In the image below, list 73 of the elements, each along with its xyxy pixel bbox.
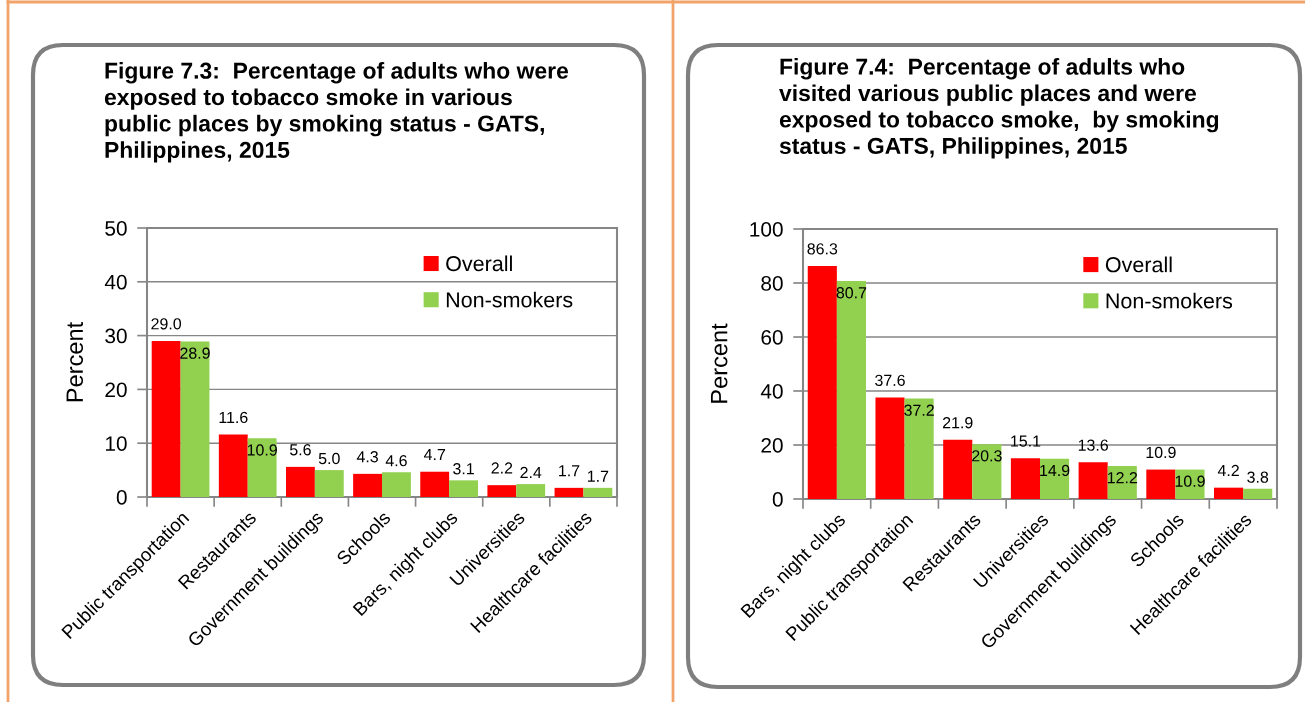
y-axis-title: Percent: [710, 323, 728, 403]
data-label: 10.9: [1175, 475, 1205, 487]
bar: [151, 340, 181, 497]
bar: [1214, 487, 1244, 499]
y-tick-label: 0: [116, 490, 127, 505]
data-label: 2.4: [520, 466, 542, 478]
legend-label: Overall: [446, 255, 512, 272]
bar: [943, 439, 973, 499]
bar: [972, 444, 1002, 499]
data-label: 1.7: [559, 465, 580, 477]
data-label: 37.2: [904, 404, 934, 416]
data-label: 3.1: [453, 463, 474, 475]
data-label: 15.1: [1011, 435, 1041, 447]
data-label: 29.0: [151, 318, 182, 330]
y-tick-label: 80: [761, 276, 783, 291]
y-tick-label: 40: [760, 384, 783, 399]
data-label: 2.2: [491, 462, 513, 474]
bar: [583, 487, 613, 497]
bar: [382, 472, 411, 497]
data-label: 4.7: [423, 449, 446, 461]
chart-title: Figure 7.4: Percentage of adults who visited various public places and were exposed to tobacco smoke, by smoking status - GATS, Philippines, 2015: [779, 58, 1219, 159]
bar: [875, 397, 905, 499]
bar: [807, 265, 837, 499]
legend-label: Non-smokers: [1106, 292, 1233, 309]
data-label: 4.3: [356, 451, 378, 463]
data-label: 4.2: [1217, 464, 1239, 477]
bar: [904, 398, 934, 499]
bar: [487, 485, 517, 497]
bar: [1146, 469, 1176, 499]
data-label: 13.6: [1078, 439, 1108, 451]
data-label: 5.6: [289, 444, 311, 456]
bar: [554, 487, 584, 497]
bar: [314, 470, 344, 497]
y-tick-label: 50: [105, 221, 127, 236]
bar: [1010, 458, 1040, 499]
y-tick-label: 20: [761, 438, 783, 453]
bar: [353, 473, 382, 497]
bar: [1078, 462, 1108, 499]
data-label: 37.6: [875, 374, 905, 386]
y-tick-label: 10: [105, 436, 127, 451]
bar: [516, 484, 546, 497]
y-axis-title: Percent: [66, 321, 84, 402]
data-label: 10.9: [247, 444, 277, 456]
y-tick-label: 100: [750, 222, 783, 237]
bar: [180, 341, 210, 497]
y-tick-label: 60: [761, 330, 783, 345]
data-label: 5.0: [318, 452, 340, 465]
bar: [836, 281, 866, 499]
bar: [247, 438, 277, 497]
data-label: 1.7: [587, 470, 609, 482]
bar: [449, 480, 479, 497]
bar: [1175, 469, 1205, 499]
data-label: 3.8: [1247, 471, 1269, 483]
data-label: 28.9: [180, 347, 210, 359]
data-label: 11.6: [219, 411, 248, 424]
data-label: 20.3: [972, 450, 1002, 462]
legend-label: Overall: [1105, 256, 1172, 273]
y-tick-label: 30: [105, 328, 127, 344]
data-label: 4.6: [385, 455, 407, 467]
data-label: 12.2: [1107, 472, 1138, 484]
data-label: 21.9: [942, 417, 973, 429]
bar: [285, 466, 315, 497]
bar: [1107, 466, 1137, 499]
bar: [1243, 488, 1273, 499]
bar: [218, 434, 248, 497]
y-tick-label: 40: [104, 274, 127, 290]
y-tick-label: 0: [772, 492, 783, 507]
chart-title: Figure 7.3: Percentage of adults who were exposed to tobacco smoke in various public places by smoking status - GATS, Philippines, 2015: [104, 62, 569, 163]
y-tick-label: 20: [105, 382, 127, 398]
legend-label: Non-smokers: [446, 291, 573, 308]
bar: [420, 471, 450, 497]
data-label: 10.9: [1146, 446, 1176, 459]
data-label: 86.3: [807, 243, 838, 255]
